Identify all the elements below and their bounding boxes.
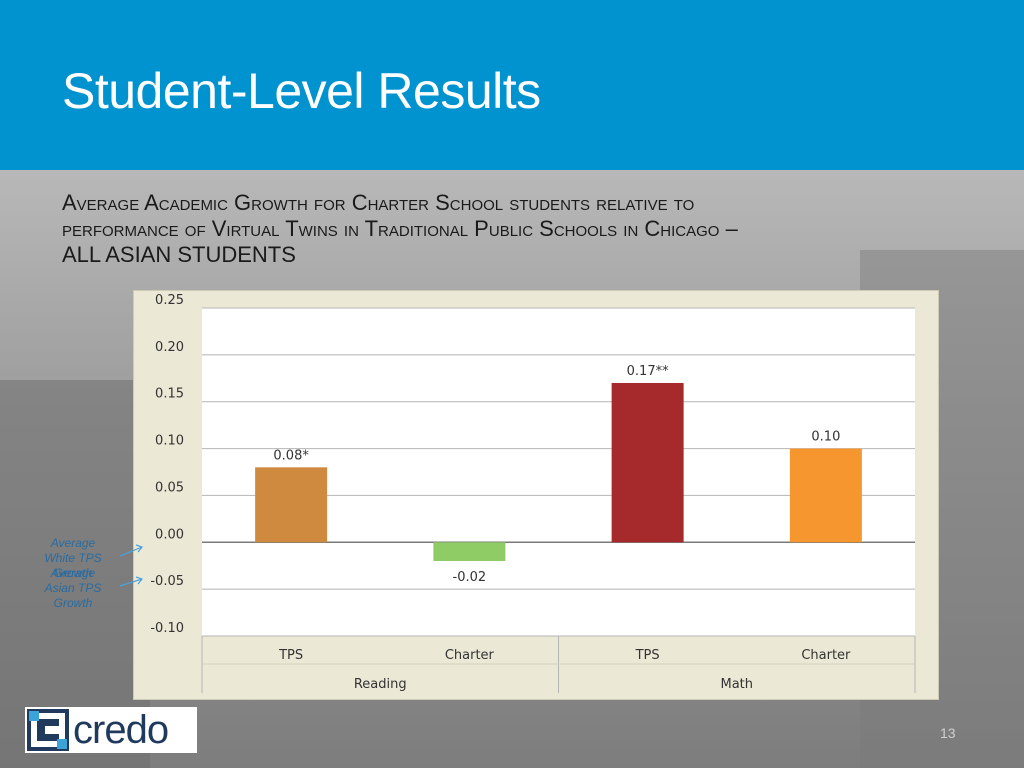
y-tick-label: 0.15 <box>155 387 184 402</box>
x-tick-label: Charter <box>801 648 851 663</box>
x-tick-label: TPS <box>278 648 303 663</box>
slide-title: Student-Level Results <box>62 63 541 119</box>
subtitle-line-3: ALL ASIAN STUDENTS <box>62 242 296 267</box>
bar <box>255 467 328 543</box>
annotation-line: Growth <box>53 566 93 580</box>
data-label: 0.10 <box>811 430 840 445</box>
annotation-asian-tps-growth: Average Asian TPS Growth <box>38 566 108 611</box>
arrow-white-tps <box>119 546 143 557</box>
slide-subtitle: Average Academic Growth for Charter Scho… <box>62 190 942 268</box>
y-tick-label: 0.10 <box>155 434 184 449</box>
annotation-line: Average <box>50 566 96 580</box>
data-label: 0.08* <box>273 448 309 463</box>
x-tick-label: Charter <box>445 648 495 663</box>
bar-chart: 0.25 0.20 0.15 0.10 0.05 0.00 -0.05 -0.10 0.08* -… <box>150 293 916 693</box>
subtitle-line-1: Average Academic Growth for Charter Scho… <box>62 190 695 215</box>
bar <box>611 382 684 543</box>
annotation-line: Asian TPS <box>44 581 102 595</box>
bar <box>433 542 506 562</box>
y-tick-label: -0.10 <box>150 621 184 636</box>
bar <box>789 448 862 543</box>
y-tick-label: -0.05 <box>150 574 184 589</box>
y-tick-label: 0.00 <box>155 527 184 542</box>
annotation-line: Average <box>50 536 96 550</box>
arrowhead <box>135 544 144 553</box>
arrow-asian-tps <box>119 578 143 587</box>
annotation-line: Growth <box>53 596 93 610</box>
arrowhead <box>135 576 144 585</box>
annotation-line: White TPS <box>44 551 102 565</box>
credo-logo-mark-icon <box>27 709 69 751</box>
annotation-white-tps-growth: Average White TPS Growth <box>38 536 108 581</box>
title-banner: Student-Level Results <box>0 0 1024 170</box>
page-number: 13 <box>940 725 956 741</box>
x-tick-label: TPS <box>635 648 660 663</box>
background-shape <box>0 380 150 768</box>
credo-logo-text: credo <box>73 707 169 752</box>
subtitle-line-2: performance of Virtual Twins in Traditio… <box>62 216 738 241</box>
x-group-label: Math <box>720 677 753 692</box>
chart-panel: 0.25 0.20 0.15 0.10 0.05 0.00 -0.05 -0.10 0.08* -… <box>133 290 939 700</box>
credo-logo: credo <box>25 707 197 753</box>
x-group-label: Reading <box>354 677 407 692</box>
y-tick-label: 0.20 <box>155 340 184 355</box>
data-label: -0.02 <box>453 570 487 585</box>
y-tick-label: 0.25 <box>155 293 184 308</box>
data-label: 0.17** <box>627 364 669 379</box>
y-tick-label: 0.05 <box>155 480 184 495</box>
